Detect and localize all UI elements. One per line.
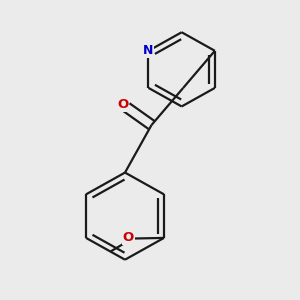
Text: N: N — [143, 44, 154, 57]
Text: O: O — [117, 98, 128, 111]
Text: O: O — [123, 231, 134, 244]
